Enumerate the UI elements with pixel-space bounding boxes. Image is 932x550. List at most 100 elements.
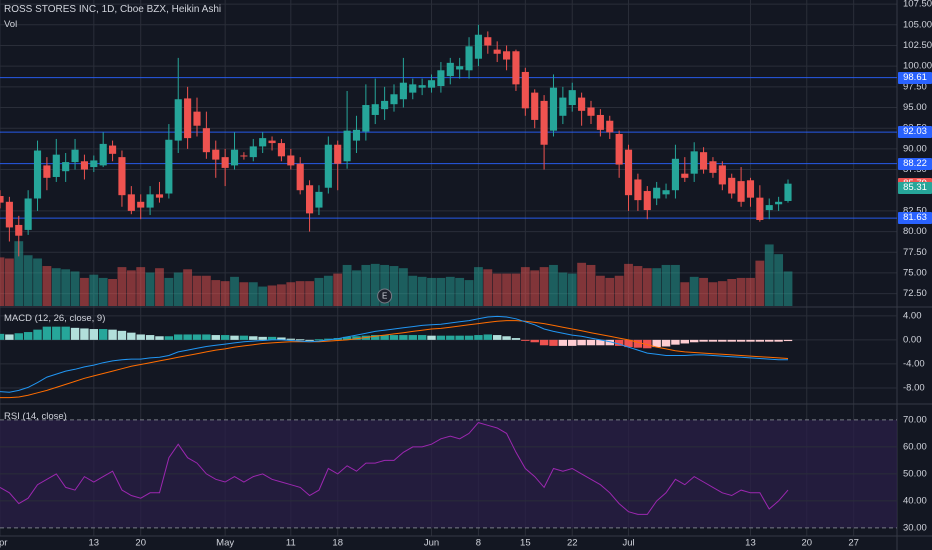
- candle-body: [390, 94, 398, 105]
- volume-bar: [333, 273, 343, 306]
- volume-bar: [51, 268, 61, 306]
- candle-body: [615, 133, 623, 165]
- candle-body: [728, 177, 736, 194]
- candle-body: [249, 146, 257, 158]
- volume-bar: [33, 258, 42, 306]
- macd-axis-label: -8.00: [903, 382, 925, 393]
- volume-bar: [586, 264, 596, 306]
- rsi-axis-label: 40.00: [903, 495, 927, 506]
- rsi-label: RSI (14, close): [4, 411, 67, 422]
- volume-bar: [455, 277, 465, 306]
- candle-body: [465, 46, 473, 71]
- volume-bar: [483, 269, 493, 306]
- volume-bar: [380, 264, 390, 306]
- x-tick-label: May: [216, 538, 234, 549]
- macd-histogram-bar: [136, 334, 145, 340]
- candle-body: [690, 151, 698, 174]
- volume-bar: [108, 279, 117, 306]
- x-tick-label: 20: [801, 538, 812, 549]
- x-tick-label: 15: [520, 538, 531, 549]
- macd-histogram-bar: [502, 336, 511, 340]
- macd-histogram-bar: [661, 339, 671, 347]
- volume-bar: [614, 275, 624, 306]
- macd-histogram-bar: [324, 338, 333, 340]
- candle-body: [587, 107, 595, 116]
- candle-body: [409, 84, 417, 93]
- candle-body: [212, 149, 220, 160]
- x-tick-label: 20: [135, 538, 146, 549]
- candle-body: [109, 145, 117, 154]
- macd-histogram-bar: [352, 336, 361, 340]
- candle-body: [606, 120, 614, 133]
- price-axis-label: 95.00: [903, 102, 927, 113]
- candle-body: [62, 162, 70, 172]
- volume-bar: [436, 277, 446, 306]
- macd-histogram-bar: [380, 335, 389, 340]
- macd-histogram-bar: [371, 335, 380, 340]
- candle-body: [90, 160, 98, 168]
- volume-bar: [577, 262, 587, 306]
- x-tick-label: 22: [567, 538, 578, 549]
- macd-histogram-bar: [689, 339, 699, 343]
- volume-bar: [708, 282, 718, 306]
- macd-histogram-bar: [680, 339, 690, 344]
- candle-body: [737, 181, 745, 202]
- macd-histogram-bar: [70, 327, 80, 340]
- volume-bar: [70, 271, 80, 306]
- candle-body: [456, 66, 464, 70]
- macd-line: [0, 315, 788, 393]
- macd-histogram-bar: [295, 339, 305, 341]
- candle-body: [399, 82, 407, 100]
- volume-bar: [774, 254, 784, 306]
- x-tick-label: Jun: [424, 538, 439, 549]
- candle-body: [427, 80, 436, 88]
- volume-bar: [502, 273, 511, 306]
- macd-histogram-bar: [0, 333, 5, 340]
- candle-body: [33, 150, 42, 199]
- macd-histogram-bar: [389, 335, 399, 340]
- macd-histogram-bar: [155, 336, 164, 340]
- macd-histogram-bar: [427, 335, 436, 340]
- macd-histogram-bar: [746, 339, 755, 342]
- macd-axis-label: 0.00: [903, 334, 922, 345]
- volume-bar: [352, 270, 361, 306]
- candle-body: [549, 87, 558, 131]
- earnings-badge-label: E: [382, 292, 387, 301]
- candle-body: [765, 205, 773, 211]
- volume-bar: [755, 260, 765, 306]
- candle-body: [343, 130, 351, 162]
- volume-bar: [652, 268, 662, 306]
- volume-bar: [370, 263, 380, 306]
- macd-signal-line: [0, 320, 789, 399]
- volume-bar: [239, 282, 249, 306]
- volume-bar: [277, 284, 286, 306]
- price-axis-label: 100.00: [903, 61, 932, 72]
- price-axis-label: 90.00: [903, 143, 927, 154]
- macd-histogram-bar: [117, 330, 127, 340]
- volume-bar: [323, 275, 333, 306]
- volume-bar: [492, 273, 502, 306]
- candle-body: [202, 128, 210, 153]
- volume-bar: [192, 275, 202, 306]
- candle-body: [146, 194, 154, 208]
- volume-bar: [42, 266, 52, 306]
- volume-bar: [98, 277, 108, 306]
- macd-histogram-bar: [774, 339, 783, 342]
- macd-label: MACD (12, 26, close, 9): [4, 313, 106, 324]
- volume-bar: [211, 280, 221, 306]
- candle-body: [5, 201, 13, 228]
- candle-body: [155, 194, 164, 198]
- macd-histogram-bar: [596, 339, 605, 346]
- macd-histogram-bar: [624, 339, 633, 348]
- volume-bar: [220, 281, 230, 306]
- macd-histogram-bar: [614, 339, 624, 346]
- volume-bar: [248, 282, 258, 306]
- candle-body: [118, 157, 126, 196]
- volume-bar: [783, 271, 793, 306]
- macd-histogram-bar: [286, 338, 296, 340]
- candle-body: [52, 154, 60, 177]
- volume-bar: [474, 267, 483, 306]
- macd-histogram-bar: [211, 335, 220, 340]
- macd-histogram-bar: [586, 339, 596, 346]
